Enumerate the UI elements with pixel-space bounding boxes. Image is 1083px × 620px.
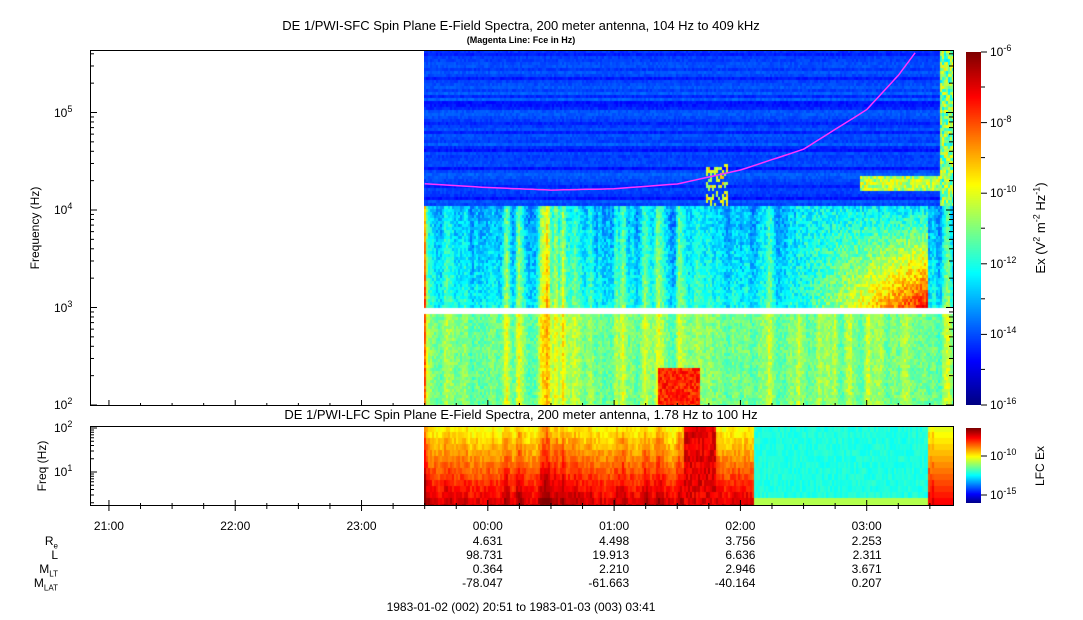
ephemeris-label: MLT (39, 562, 58, 578)
fce-line (424, 52, 916, 191)
ephemeris-value: 3.756 (725, 534, 756, 548)
ephemeris-value: 0.207 (851, 576, 882, 590)
sfc-plot-frame (90, 50, 954, 406)
x-tick-label: 00:00 (472, 519, 503, 533)
ephemeris-value: 4.631 (472, 534, 503, 548)
lfc-title: DE 1/PWI-LFC Spin Plane E-Field Spectra,… (284, 407, 758, 422)
ephemeris-label: L (51, 548, 58, 562)
ephemeris-value: -78.047 (462, 576, 503, 590)
ephemeris-label-sub: e (53, 541, 58, 551)
x-tick-label: 21:00 (93, 519, 124, 533)
x-tick-label: 22:00 (220, 519, 251, 533)
x-tick-label: 02:00 (725, 519, 756, 533)
ephemeris-label-main: M (33, 576, 44, 590)
ephemeris-value: 98.731 (466, 548, 503, 562)
ephemeris-label-sub: LT (49, 569, 58, 579)
ephemeris-label-main: L (51, 548, 58, 562)
ephemeris-label-sub: LAT (43, 583, 58, 593)
x-tick-label: 23:00 (346, 519, 377, 533)
lfc-spectrogram (424, 426, 953, 505)
sfc-spectrogram (424, 50, 953, 405)
sfc-title: DE 1/PWI-SFC Spin Plane E-Field Spectra,… (282, 18, 760, 33)
ephemeris-value: -40.164 (714, 576, 756, 590)
lfc-colorbar-label: LFC Ex (1033, 445, 1047, 487)
y-tick-label: 104 (54, 201, 73, 217)
sfc-colorbar (966, 52, 981, 405)
time-range: 1983-01-02 (002) 20:51 to 1983-01-03 (00… (386, 600, 656, 614)
ephemeris-value: 4.498 (599, 534, 630, 548)
ephemeris-value: 6.636 (725, 548, 756, 562)
colorbar-label-text: Ex (V2 m-2 Hz-1) (1031, 182, 1049, 274)
ephemeris-value: 2.210 (599, 562, 630, 576)
colorbar-tick-label: 10-8 (990, 113, 1012, 130)
x-tick-label: 03:00 (851, 519, 882, 533)
ephemeris-label: Re (45, 534, 58, 550)
lfc-plot-frame (90, 426, 954, 506)
colorbar-tick-label: 10-12 (990, 254, 1017, 271)
colorbar-label: Ex (V2 m-2 Hz-1) (1032, 182, 1048, 273)
ephemeris-value: 2.311 (852, 548, 882, 562)
y-tick-label: 105 (54, 103, 73, 120)
ephemeris-label: MLAT (34, 576, 58, 592)
colorbar-tick-label: 10-6 (990, 43, 1012, 59)
lfc-y-tick-label: 101 (54, 463, 73, 479)
colorbar-tick-label: 10-10 (990, 184, 1017, 201)
ephemeris-label-main: R (44, 534, 54, 548)
ephemeris-value: 2.946 (725, 562, 756, 576)
ephemeris-value: -61.663 (588, 576, 630, 590)
sfc-subtitle: (Magenta Line: Fce in Hz) (466, 35, 576, 45)
ephemeris-value: 19.913 (592, 548, 630, 562)
lfc-colorbar (966, 428, 981, 503)
y-tick-label: 102 (54, 396, 73, 412)
lfc-colorbar-tick-label: 10-15 (990, 486, 1017, 502)
y-tick-label: 103 (54, 298, 73, 315)
colorbar-tick-label: 10-14 (990, 325, 1017, 342)
ephemeris-value: 0.364 (472, 562, 503, 576)
ephemeris-label-main: M (39, 562, 50, 576)
x-tick-label: 01:00 (599, 519, 630, 533)
lfc-y-tick-label: 102 (54, 419, 73, 435)
ephemeris-value: 3.671 (851, 562, 882, 576)
lfc-colorbar-tick-label: 10-10 (990, 447, 1017, 463)
ephemeris-value: 2.253 (851, 534, 882, 548)
colorbar-tick-label: 10-16 (990, 396, 1017, 412)
